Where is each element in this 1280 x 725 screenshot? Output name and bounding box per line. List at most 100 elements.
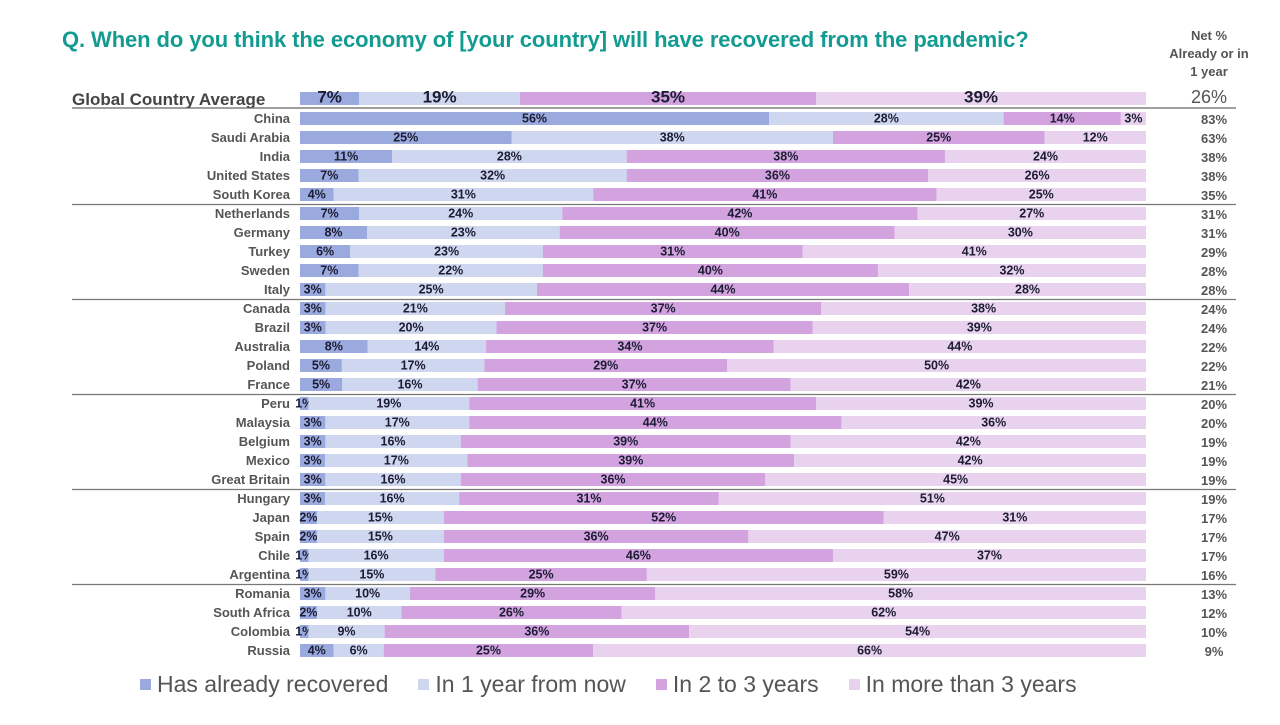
- row-south-africa-segment-1: [300, 606, 317, 619]
- row-turkey-data-label-1: 6%: [316, 245, 334, 259]
- row-argentina-data-label-4: 59%: [884, 568, 909, 582]
- row-united-states-segment-3: [626, 169, 929, 182]
- row-brazil-segment-3: [496, 321, 813, 334]
- row-canada-segment-2: [325, 302, 506, 315]
- row-colombia-data-label-3: 36%: [524, 625, 549, 639]
- row-china-segment-3: [1003, 112, 1121, 125]
- row-chile-data-label-3: 46%: [626, 549, 651, 563]
- row-australia-segment-3: [486, 340, 774, 353]
- row-sweden-data-label-4: 32%: [999, 264, 1024, 278]
- row-malaysia-segment-3: [469, 416, 842, 429]
- row-canada-country-label: Canada: [243, 301, 291, 316]
- legend: Has already recovered In 1 year from now…: [140, 671, 1107, 698]
- legend-label: In 2 to 3 years: [672, 671, 819, 697]
- row-peru-country-label: Peru: [261, 396, 290, 411]
- row-china-segment-1: [300, 112, 770, 125]
- average-label: Global Country Average: [72, 90, 266, 109]
- row-chile-net-value: 17%: [1201, 549, 1227, 564]
- row-south-korea-country-label: South Korea: [213, 187, 291, 202]
- average-data-label-1: 7%: [317, 88, 342, 107]
- row-india-segment-2: [392, 150, 627, 163]
- row-brazil-segment-2: [325, 321, 497, 334]
- row-brazil-net-value: 24%: [1201, 321, 1227, 336]
- row-china-data-label-1: 56%: [522, 112, 547, 126]
- row-china-segment-2: [769, 112, 1004, 125]
- row-china-data-label-3: 14%: [1050, 112, 1075, 126]
- row-south-africa-net-value: 12%: [1201, 606, 1227, 621]
- row-japan-data-label-3: 52%: [651, 511, 676, 525]
- row-chile-data-label-2: 16%: [364, 549, 389, 563]
- row-saudi-arabia-net-value: 63%: [1201, 131, 1227, 146]
- row-united-states-data-label-1: 7%: [320, 169, 338, 183]
- average-net-value: 26%: [1190, 87, 1228, 107]
- row-poland-data-label-4: 50%: [924, 359, 949, 373]
- row-france-data-label-2: 16%: [397, 378, 422, 392]
- row-sweden-segment-3: [542, 264, 878, 277]
- row-canada-data-label-1: 3%: [304, 302, 322, 316]
- row-sweden-country-label: Sweden: [241, 263, 290, 278]
- chart-title: Q. When do you think the economy of [you…: [62, 27, 1029, 52]
- row-chile-data-label-4: 37%: [977, 549, 1002, 563]
- row-germany-country-label: Germany: [234, 225, 291, 240]
- row-malaysia-segment-1: [300, 416, 326, 429]
- legend-item-1-year: In 1 year from now: [418, 671, 626, 698]
- row-poland-data-label-1: 5%: [312, 359, 330, 373]
- row-canada-segment-3: [505, 302, 822, 315]
- row-poland-segment-1: [300, 359, 342, 372]
- row-malaysia-segment-4: [841, 416, 1146, 429]
- row-chile-segment-1: [300, 549, 309, 562]
- row-hungary-segment-1: [300, 492, 326, 505]
- row-italy-data-label-1: 3%: [304, 283, 322, 297]
- row-belgium-data-label-2: 16%: [381, 435, 406, 449]
- row-brazil-data-label-4: 39%: [967, 321, 992, 335]
- row-australia-data-label-3: 34%: [617, 340, 642, 354]
- row-colombia-segment-3: [384, 625, 690, 638]
- legend-label: In more than 3 years: [865, 671, 1077, 697]
- row-germany-segment-4: [894, 226, 1146, 239]
- row-canada-net-value: 24%: [1201, 302, 1227, 317]
- row-south-africa-segment-3: [401, 606, 622, 619]
- row-france-segment-4: [790, 378, 1146, 391]
- row-south-korea-data-label-3: 41%: [752, 188, 777, 202]
- row-italy-segment-2: [325, 283, 537, 296]
- row-france-data-label-1: 5%: [312, 378, 330, 392]
- row-colombia-data-label-4: 54%: [905, 625, 930, 639]
- row-japan-segment-3: [443, 511, 884, 524]
- row-south-korea-segment-4: [936, 188, 1146, 201]
- row-russia-net-value: 9%: [1205, 644, 1224, 659]
- row-germany-net-value: 31%: [1201, 226, 1227, 241]
- row-india-segment-4: [944, 150, 1146, 163]
- row-south-korea-segment-1: [300, 188, 334, 201]
- row-japan-data-label-4: 31%: [1002, 511, 1027, 525]
- row-great-britain-data-label-3: 36%: [601, 473, 626, 487]
- row-malaysia-data-label-3: 44%: [643, 416, 668, 430]
- row-colombia-data-label-2: 9%: [337, 625, 355, 639]
- row-france-segment-2: [342, 378, 478, 391]
- row-argentina-net-value: 16%: [1201, 568, 1227, 583]
- row-mexico-segment-1: [300, 454, 326, 467]
- row-sweden-data-label-3: 40%: [698, 264, 723, 278]
- row-great-britain-segment-1: [300, 473, 326, 486]
- row-netherlands-segment-1: [300, 207, 360, 220]
- row-sweden-data-label-1: 7%: [320, 264, 338, 278]
- row-great-britain-segment-2: [325, 473, 461, 486]
- row-south-africa-data-label-1: 2%: [299, 606, 317, 620]
- row-australia-segment-4: [773, 340, 1146, 353]
- row-australia-segment-2: [367, 340, 487, 353]
- row-spain-segment-3: [443, 530, 749, 543]
- legend-item-2-3-years: In 2 to 3 years: [655, 671, 819, 698]
- row-spain-segment-1: [300, 530, 317, 543]
- row-india-segment-3: [626, 150, 945, 163]
- row-peru-data-label-4: 39%: [969, 397, 994, 411]
- row-belgium-segment-2: [325, 435, 461, 448]
- row-romania-segment-4: [655, 587, 1146, 600]
- row-japan-country-label: Japan: [252, 510, 290, 525]
- row-hungary-data-label-1: 3%: [304, 492, 322, 506]
- row-australia-net-value: 22%: [1201, 340, 1227, 355]
- legend-swatch: [848, 679, 860, 690]
- row-united-states-net-value: 38%: [1201, 169, 1227, 184]
- row-germany-segment-2: [367, 226, 560, 239]
- row-russia-data-label-4: 66%: [857, 644, 882, 658]
- row-turkey-segment-1: [300, 245, 351, 258]
- row-mexico-data-label-2: 17%: [384, 454, 409, 468]
